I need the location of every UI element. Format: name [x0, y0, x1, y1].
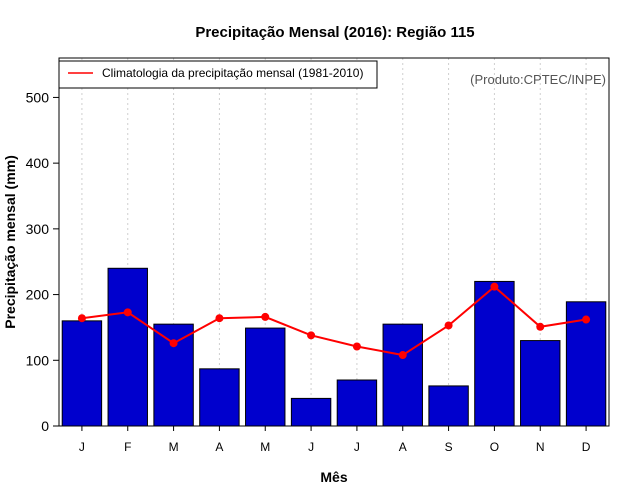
bar: [245, 327, 286, 427]
x-tick-label: A: [399, 440, 407, 454]
climatology-point: [77, 314, 86, 323]
bar: [61, 320, 103, 427]
climatology-point: [307, 331, 316, 340]
y-axis: 0 100 200 300 400 500: [26, 89, 59, 434]
climatology-point: [582, 315, 591, 324]
climatology-point: [123, 308, 132, 317]
climatology-point: [169, 339, 178, 348]
y-tick-label: 400: [26, 155, 50, 171]
climatology-point: [536, 322, 545, 331]
bar: [107, 267, 148, 427]
y-tick-label: 500: [26, 89, 50, 105]
x-tick-label: J: [354, 440, 360, 454]
y-tick-label: 100: [26, 352, 50, 368]
x-tick-label: O: [490, 440, 499, 454]
bar: [199, 368, 240, 427]
bar: [520, 340, 561, 427]
climatology-point: [215, 314, 224, 323]
bar: [336, 379, 378, 427]
x-tick-label: N: [536, 440, 545, 454]
bar: [428, 385, 469, 427]
climatology-line: [81, 285, 587, 357]
legend-box: [58, 60, 378, 89]
climatology-series: [77, 282, 591, 360]
y-tick-label: 300: [26, 221, 50, 237]
x-axis-label: Mês: [320, 469, 347, 485]
legend-entry-climatology: Climatologia da precipitação mensal (198…: [102, 66, 363, 80]
climatology-point: [261, 312, 270, 321]
x-tick-label: D: [582, 440, 591, 454]
legend: Climatologia da precipitação mensal (198…: [58, 60, 378, 89]
x-tick-label: F: [124, 440, 131, 454]
bar-series: [61, 267, 607, 427]
x-tick-label: J: [79, 440, 85, 454]
y-axis-label: Precipitação mensal (mm): [2, 155, 18, 329]
chart-title: Precipitação Mensal (2016): Região 115: [195, 24, 474, 41]
climatology-point: [398, 351, 407, 360]
plot-frame: [58, 57, 610, 427]
x-tick-label: J: [308, 440, 314, 454]
climatology-point: [352, 342, 361, 351]
bar: [474, 280, 515, 427]
product-credit: (Produto:CPTEC/INPE): [470, 72, 606, 87]
bar: [290, 397, 332, 427]
x-tick-label: M: [169, 440, 179, 454]
climatology-point: [490, 282, 499, 291]
x-tick-label: S: [445, 440, 453, 454]
bar: [382, 323, 423, 427]
y-tick-label: 200: [26, 287, 50, 303]
x-tick-label: A: [215, 440, 223, 454]
y-tick-label: 0: [41, 418, 49, 434]
x-tick-label: M: [260, 440, 270, 454]
climatology-point: [444, 321, 453, 330]
